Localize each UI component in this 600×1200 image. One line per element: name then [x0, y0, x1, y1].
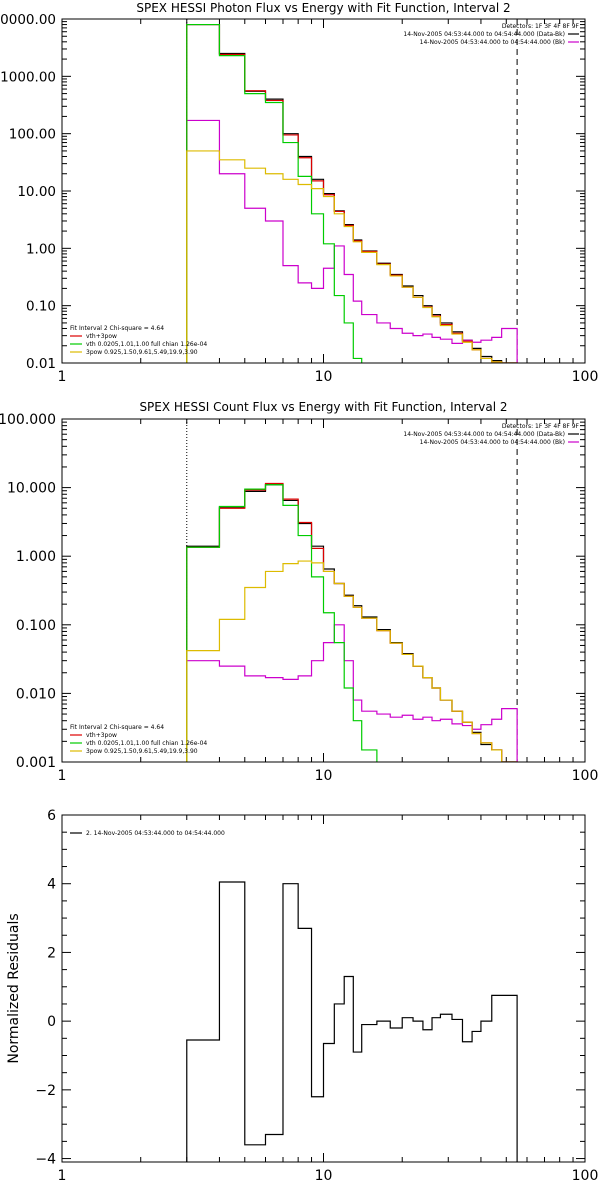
y-tick-label: 1.00 [26, 241, 56, 257]
legend-top-label: 14-Nov-2005 04:53:44.000 to 04:54:44.000… [420, 439, 565, 446]
chart-title: SPEX HESSI Count Flux vs Energy with Fit… [139, 400, 507, 414]
legend-top-label: 14-Nov-2005 04:53:44.000 to 04:54:44.000… [403, 431, 565, 438]
y-tick-label: 0.001 [16, 755, 56, 771]
plot-frame [61, 18, 586, 364]
x-tick-label: 1 [58, 369, 67, 385]
y-tick-label: 1.000 [16, 549, 56, 565]
fit-legend-label: 3pow 0.925,1.50,9.61,5.49,19.9,3.90 [86, 748, 198, 755]
detectors-label: Detectors: 1F 3F 4F 8F 9F [502, 23, 580, 30]
y-tick-label: 1000.00 [0, 69, 56, 85]
y-tick-label: 0 [47, 1014, 56, 1030]
series-vth-line [186, 484, 378, 762]
y-tick-label: 4 [47, 877, 56, 893]
plot-frame [61, 814, 586, 1163]
y-tick-label: 0.010 [16, 686, 56, 702]
x-tick-label: 10 [315, 768, 333, 784]
series-vth-line [186, 23, 363, 363]
series-3pow-line [186, 150, 518, 363]
fit-legend-label: 3pow 0.925,1.50,9.61,5.49,19.9,3.90 [86, 349, 198, 356]
x-tick-label: 100 [572, 768, 599, 784]
y-tick-label: 10.000 [7, 481, 56, 497]
y-tick-label: 6 [47, 808, 56, 824]
x-tick-label: 10 [315, 369, 333, 385]
x-tick-label: 1 [58, 768, 67, 784]
axis-ticks [61, 814, 585, 1162]
count-flux-panel: SPEX HESSI Count Flux vs Energy with Fit… [0, 400, 598, 784]
fit-legend-label: vth+3pow [86, 732, 117, 739]
x-tick-label: 1 [58, 1168, 67, 1184]
y-tick-label: −2 [35, 1083, 56, 1099]
series-vth-3pow-line [186, 482, 518, 762]
detectors-label: Detectors: 1F 3F 4F 8F 9F [502, 423, 580, 430]
series-bk-line [186, 624, 518, 762]
series-data-bk-line [186, 484, 518, 762]
y-tick-label: 10000.00 [0, 12, 56, 28]
y-tick-label: 100.00 [9, 127, 56, 143]
series-3pow-line [186, 560, 518, 762]
x-tick-label: 100 [572, 1168, 599, 1184]
x-tick-label: 10 [315, 1168, 333, 1184]
y-axis-label: Normalized Residuals [6, 913, 22, 1063]
series-residuals-line [186, 881, 518, 1162]
chart-title: SPEX HESSI Photon Flux vs Energy with Fi… [136, 1, 510, 15]
legend-top-label: 14-Nov-2005 04:53:44.000 to 04:54:44.000… [420, 39, 565, 46]
fit-legend-label: vth 0.0205,1.01,1.00 full chian 1.26e-04 [86, 740, 207, 747]
y-tick-label: 0.100 [16, 618, 56, 634]
residuals-panel: Normalized Residuals 1 10 100 −4 −2 0 2 4 6 2. 14-… [6, 808, 598, 1184]
plot-area [186, 19, 518, 363]
y-tick-label: 100.000 [0, 412, 56, 428]
photon-flux-panel: SPEX HESSI Photon Flux vs Energy with Fi… [0, 1, 598, 385]
y-tick-label: 0.10 [26, 299, 56, 315]
y-tick-label: 10.00 [17, 184, 56, 200]
legend-top-label: 14-Nov-2005 04:53:44.000 to 04:54:44.000… [403, 31, 565, 38]
x-tick-label: 100 [572, 369, 599, 385]
series-data-bk-line [186, 23, 518, 363]
fit-legend-header: Fit Interval 2 Chi-square = 4.64 [70, 724, 164, 731]
fit-legend-header: Fit Interval 2 Chi-square = 4.64 [70, 325, 164, 332]
fit-legend-label: vth 0.0205,1.01,1.00 full chian 1.26e-04 [86, 341, 207, 348]
plot-frame [61, 418, 586, 763]
fit-legend-label: vth+3pow [86, 333, 117, 340]
plot-area [186, 881, 518, 1162]
y-tick-label: 0.01 [26, 356, 56, 372]
axis-ticks [61, 419, 585, 763]
series-vth-3pow-line [186, 23, 518, 363]
y-tick-label: 2 [47, 945, 56, 961]
legend-label: 2. 14-Nov-2005 04:53:44.000 to 04:54:44.… [86, 830, 225, 837]
plot-area [186, 419, 518, 762]
y-tick-label: −4 [35, 1152, 56, 1168]
